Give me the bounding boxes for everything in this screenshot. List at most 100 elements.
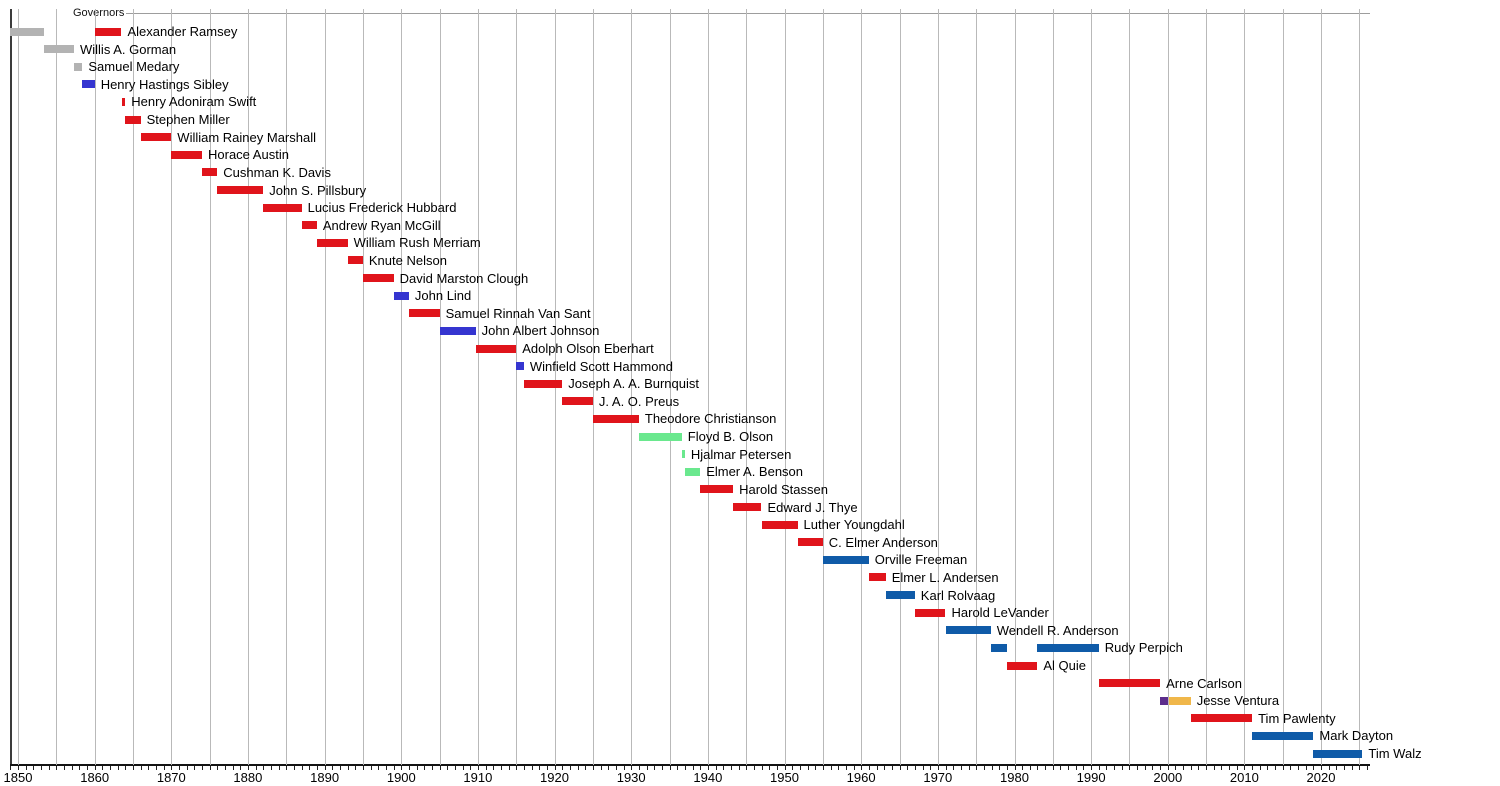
axis-tick [1144,766,1146,770]
axis-tick [638,766,640,770]
term-bar [1098,679,1161,688]
gridline-2025 [1359,9,1361,765]
axis-tick [707,766,709,770]
gridline-1965 [899,9,901,765]
axis-year-label: 1920 [540,770,569,785]
axis-tick [562,766,564,770]
term-bar [121,97,126,106]
axis-tick [408,766,410,770]
axis-tick [1083,766,1085,770]
axis-tick [646,766,648,770]
governor-label: J. A. O. Preus [598,393,680,409]
gridline-1975 [976,9,978,765]
axis-tick [117,766,119,770]
gridline-1900 [401,9,403,765]
axis-tick [1114,766,1116,770]
term-bar [945,626,991,635]
axis-tick [853,766,855,770]
axis-tick [1236,766,1238,770]
axis-tick [1121,766,1123,770]
governor-label: Winfield Scott Hammond [529,358,673,374]
governor-label: Al Quie [1043,658,1087,673]
axis-year-label: 1900 [386,770,416,785]
axis-tick [807,766,809,770]
axis-tick [608,766,610,770]
term-bar [681,450,685,459]
axis-tick [332,766,334,770]
axis-tick [1259,766,1261,770]
axis-tick [784,766,786,770]
axis-tick [309,766,311,770]
axis-tick [815,766,817,770]
axis-tick [1305,766,1307,770]
term-bar [1252,731,1314,740]
term-bar [347,256,363,265]
axis-tick [270,766,272,770]
axis-tick [10,766,12,770]
axis-tick [546,766,548,770]
axis-tick [907,766,909,770]
governor-label: Cushman K. Davis [223,164,331,180]
term-bar [914,608,946,617]
governor-label: David Marston Clough [399,270,529,286]
axis-tick [738,766,740,770]
axis-tick [1129,766,1131,770]
term-bar [562,397,593,406]
axis-tick [424,766,426,770]
axis-tick [983,766,985,770]
term-bar [1190,714,1252,723]
axis-tick [1037,766,1039,770]
axis-tick [1298,766,1300,770]
term-bar [44,45,74,54]
axis-tick [677,766,679,770]
governor-label: John Lind [414,288,472,304]
axis-year-label: 1990 [1076,770,1106,785]
axis-tick [922,766,924,770]
axis-year-label: 2000 [1153,770,1183,785]
gridline-1930 [631,9,633,765]
axis-tick [746,766,748,770]
axis-tick [1221,766,1223,770]
axis-tick [792,766,794,770]
axis-tick [1328,766,1330,770]
axis-tick [1213,766,1215,770]
axis-tick [1198,766,1200,770]
axis-tick [577,766,579,770]
axis-tick [723,766,725,770]
governor-label: William Rainey Marshall [177,129,316,145]
term-bar [217,186,264,194]
axis-tick [891,766,893,770]
axis-tick [255,766,257,770]
axis-tick [1267,766,1269,770]
axis-tick [776,766,778,770]
axis-tick [18,766,19,770]
governor-label: Floyd B. Olson [687,429,774,444]
term-bar [684,467,701,476]
axis-tick [163,766,165,770]
gridline-1985 [1052,9,1054,765]
axis-tick [669,766,671,770]
gridline-1890 [324,9,326,765]
axis-tick [1282,766,1284,770]
axis-tick [1152,766,1154,770]
governor-label: Theodore Christianson [644,411,777,427]
gridline-1935 [669,9,671,765]
axis-tick [684,766,686,770]
axis-year-label: 2020 [1306,770,1336,785]
governor-label: Wendell R. Anderson [996,622,1119,638]
gridline-1880 [247,9,249,765]
axis-year-label: 1850 [3,770,33,785]
axis-tick [1351,766,1353,770]
axis-tick [1060,766,1062,770]
term-bar [1006,661,1038,670]
axis-tick [439,766,441,770]
axis-tick [209,766,211,770]
governor-label: John S. Pillsbury [269,182,367,198]
axis-year-label: 1980 [1000,770,1029,785]
axis-tick [362,766,364,770]
term-bar [171,150,202,159]
axis-tick [1175,766,1177,770]
axis-tick [324,766,326,770]
gridline-1855 [56,9,58,765]
axis-year-label: 1860 [80,770,110,785]
